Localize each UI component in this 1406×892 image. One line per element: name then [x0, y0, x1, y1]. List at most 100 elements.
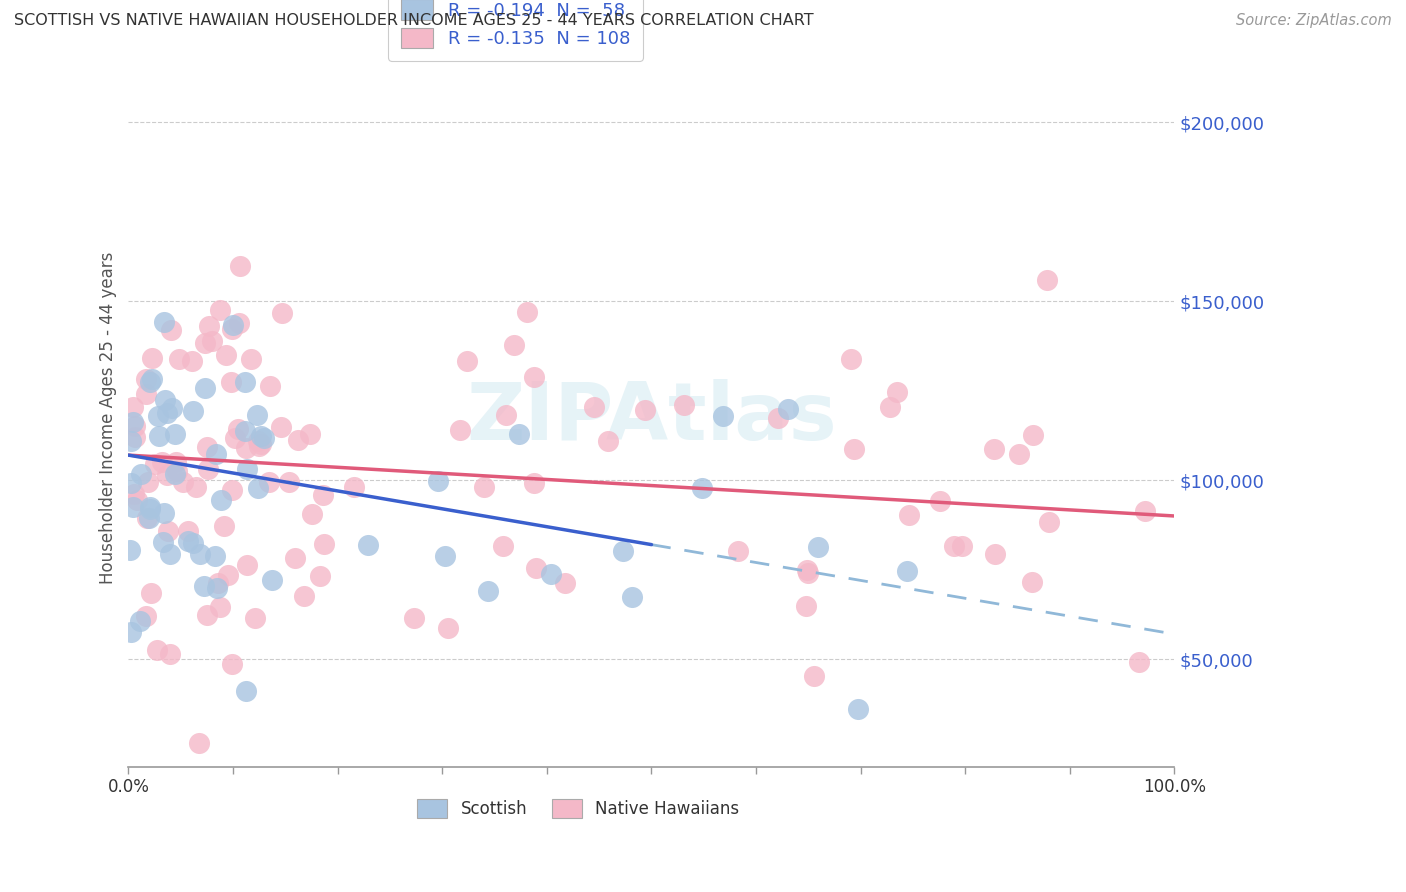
Point — [472, 480, 495, 494]
Point — [195, 607, 218, 622]
Point — [776, 402, 799, 417]
Point — [983, 442, 1005, 456]
Point — [120, 625, 142, 640]
Point — [612, 543, 634, 558]
Point — [150, 455, 173, 469]
Point — [138, 511, 160, 525]
Point — [404, 611, 426, 625]
Point — [209, 492, 232, 507]
Point — [634, 403, 657, 417]
Point — [129, 467, 152, 481]
Point — [172, 475, 194, 490]
Point — [524, 560, 547, 574]
Point — [156, 467, 179, 482]
Point — [727, 544, 749, 558]
Point — [217, 568, 239, 582]
Point — [156, 406, 179, 420]
Point — [797, 566, 820, 580]
Point — [233, 424, 256, 438]
Point — [711, 409, 734, 424]
Point — [221, 657, 243, 671]
Point — [214, 518, 236, 533]
Point — [436, 621, 458, 635]
Point — [309, 569, 332, 583]
Point — [122, 401, 145, 415]
Point — [138, 501, 160, 516]
Point — [228, 316, 250, 330]
Point — [153, 506, 176, 520]
Point — [194, 381, 217, 395]
Point — [253, 431, 276, 445]
Point — [495, 408, 517, 422]
Point — [159, 323, 181, 337]
Point — [193, 579, 215, 593]
Point — [271, 306, 294, 320]
Point — [165, 467, 187, 481]
Point — [239, 351, 262, 366]
Point — [287, 433, 309, 447]
Text: SCOTTISH VS NATIVE HAWAIIAN HOUSEHOLDER INCOME AGES 25 - 44 YEARS CORRELATION CH: SCOTTISH VS NATIVE HAWAIIAN HOUSEHOLDER … — [14, 13, 814, 29]
Point — [180, 354, 202, 368]
Point — [246, 408, 269, 422]
Point — [312, 488, 335, 502]
Point — [143, 457, 166, 471]
Point — [139, 500, 162, 515]
Point — [208, 599, 231, 614]
Point — [794, 599, 817, 614]
Point — [135, 387, 157, 401]
Point — [523, 476, 546, 491]
Point — [766, 411, 789, 425]
Text: ZIPAtlas: ZIPAtlas — [467, 378, 837, 457]
Point — [120, 434, 142, 448]
Point — [146, 409, 169, 424]
Point — [508, 426, 530, 441]
Point — [121, 500, 143, 515]
Point — [292, 590, 315, 604]
Point — [136, 511, 159, 525]
Legend: Scottish, Native Hawaiians: Scottish, Native Hawaiians — [411, 792, 747, 824]
Point — [215, 348, 238, 362]
Point — [690, 481, 713, 495]
Point — [456, 354, 478, 368]
Point — [224, 431, 246, 445]
Point — [250, 429, 273, 443]
Point — [897, 508, 920, 523]
Point — [582, 401, 605, 415]
Point — [136, 475, 159, 490]
Point — [181, 404, 204, 418]
Point — [156, 524, 179, 539]
Point — [160, 401, 183, 416]
Point — [433, 549, 456, 563]
Point — [122, 416, 145, 430]
Point — [209, 302, 232, 317]
Point — [943, 539, 966, 553]
Point — [259, 379, 281, 393]
Point — [169, 352, 191, 367]
Point — [188, 547, 211, 561]
Point — [129, 615, 152, 629]
Point — [247, 481, 270, 495]
Point — [177, 524, 200, 538]
Point — [207, 576, 229, 591]
Point — [502, 338, 524, 352]
Point — [803, 669, 825, 683]
Point — [201, 334, 224, 348]
Point — [1035, 273, 1057, 287]
Point — [226, 422, 249, 436]
Point — [1038, 516, 1060, 530]
Point — [124, 430, 146, 444]
Point — [620, 590, 643, 604]
Point — [523, 370, 546, 384]
Point — [277, 475, 299, 489]
Point — [195, 440, 218, 454]
Point — [152, 535, 174, 549]
Point — [120, 475, 142, 490]
Point — [896, 564, 918, 578]
Point — [204, 549, 226, 563]
Y-axis label: Householder Income Ages 25 - 44 years: Householder Income Ages 25 - 44 years — [100, 252, 117, 583]
Point — [1021, 575, 1043, 590]
Point — [165, 426, 187, 441]
Point — [839, 351, 862, 366]
Point — [260, 573, 283, 587]
Point — [1128, 655, 1150, 669]
